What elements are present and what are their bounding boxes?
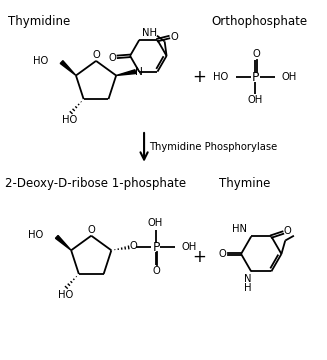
Text: +: + [192, 248, 206, 266]
Text: +: + [192, 68, 206, 86]
Text: Orthophosphate: Orthophosphate [211, 15, 307, 28]
Text: HO: HO [58, 290, 73, 300]
Text: 2-Deoxy-D-ribose 1-phosphate: 2-Deoxy-D-ribose 1-phosphate [5, 177, 186, 190]
Polygon shape [56, 235, 71, 250]
Text: OH: OH [148, 219, 163, 228]
Text: Thymidine Phosphorylase: Thymidine Phosphorylase [149, 142, 277, 152]
Text: O: O [219, 249, 227, 259]
Text: OH: OH [248, 95, 263, 105]
Text: HO: HO [213, 72, 229, 82]
Polygon shape [60, 60, 76, 76]
Polygon shape [116, 70, 136, 76]
Text: H: H [244, 283, 251, 293]
Text: O: O [284, 226, 292, 236]
Text: NH: NH [142, 28, 157, 38]
Text: O: O [252, 49, 260, 59]
Text: O: O [153, 266, 160, 276]
Text: Thymidine: Thymidine [8, 15, 70, 28]
Text: O: O [87, 225, 95, 235]
Text: OH: OH [282, 72, 297, 82]
Text: Thymine: Thymine [219, 177, 270, 190]
Text: N: N [135, 67, 143, 77]
Text: N: N [244, 274, 251, 284]
Text: HO: HO [33, 56, 48, 66]
Text: HN: HN [232, 224, 247, 234]
Text: O: O [92, 50, 100, 60]
Text: HO: HO [28, 230, 43, 240]
Text: OH: OH [181, 242, 197, 252]
Text: P: P [252, 71, 259, 84]
Text: O: O [171, 32, 179, 42]
Text: O: O [109, 53, 117, 63]
Text: O: O [129, 240, 137, 251]
Text: HO: HO [61, 115, 77, 125]
Text: P: P [153, 241, 160, 254]
